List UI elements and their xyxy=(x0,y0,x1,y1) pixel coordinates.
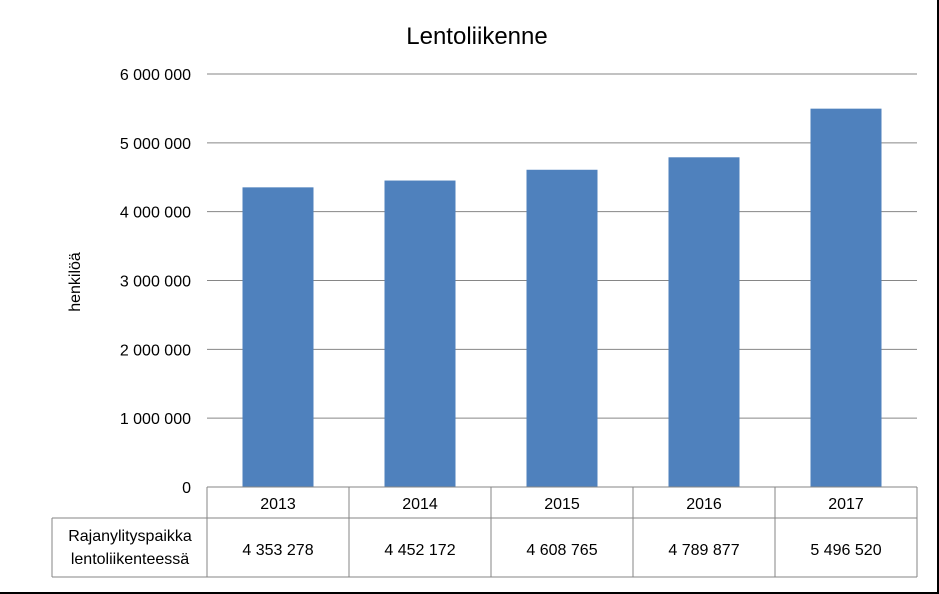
bar xyxy=(810,108,882,488)
series-label: Rajanylityspaikka xyxy=(68,528,192,545)
bar xyxy=(668,157,740,487)
data-table-value: 5 496 520 xyxy=(810,542,881,559)
y-tick-label: 0 xyxy=(182,480,191,497)
x-tick-label: 2013 xyxy=(260,496,296,513)
chart-title: Lentoliikenne xyxy=(406,23,547,50)
bars xyxy=(242,108,882,488)
x-tick-label: 2014 xyxy=(402,496,438,513)
data-table-value: 4 608 765 xyxy=(526,542,597,559)
data-table-value: 4 452 172 xyxy=(384,542,455,559)
y-tick-label: 1 000 000 xyxy=(120,411,191,428)
y-tick-label: 4 000 000 xyxy=(120,205,191,222)
y-tick-label: 6 000 000 xyxy=(120,67,191,84)
data-table-value: 4 353 278 xyxy=(242,542,313,559)
y-tick-label: 2 000 000 xyxy=(120,342,191,359)
y-tick-label: 3 000 000 xyxy=(120,274,191,291)
bar xyxy=(242,187,314,487)
bar xyxy=(384,180,456,487)
x-tick-label: 2015 xyxy=(544,496,580,513)
y-tick-label: 5 000 000 xyxy=(120,136,191,153)
y-tick-labels: 0 1 000 000 2 000 000 3 000 000 4 000 000 5 0… xyxy=(120,67,191,497)
y-axis-label: henkilöä xyxy=(67,252,84,312)
series-label: lentoliikenteessä xyxy=(71,551,189,568)
data-table-value: 4 789 877 xyxy=(668,542,739,559)
x-tick-label: 2016 xyxy=(686,496,722,513)
x-tick-label: 2017 xyxy=(828,496,864,513)
bar xyxy=(526,169,598,487)
data-table: 2013 4 353 278 2014 4 452 172 2015 4 608 765 2… xyxy=(51,486,918,578)
